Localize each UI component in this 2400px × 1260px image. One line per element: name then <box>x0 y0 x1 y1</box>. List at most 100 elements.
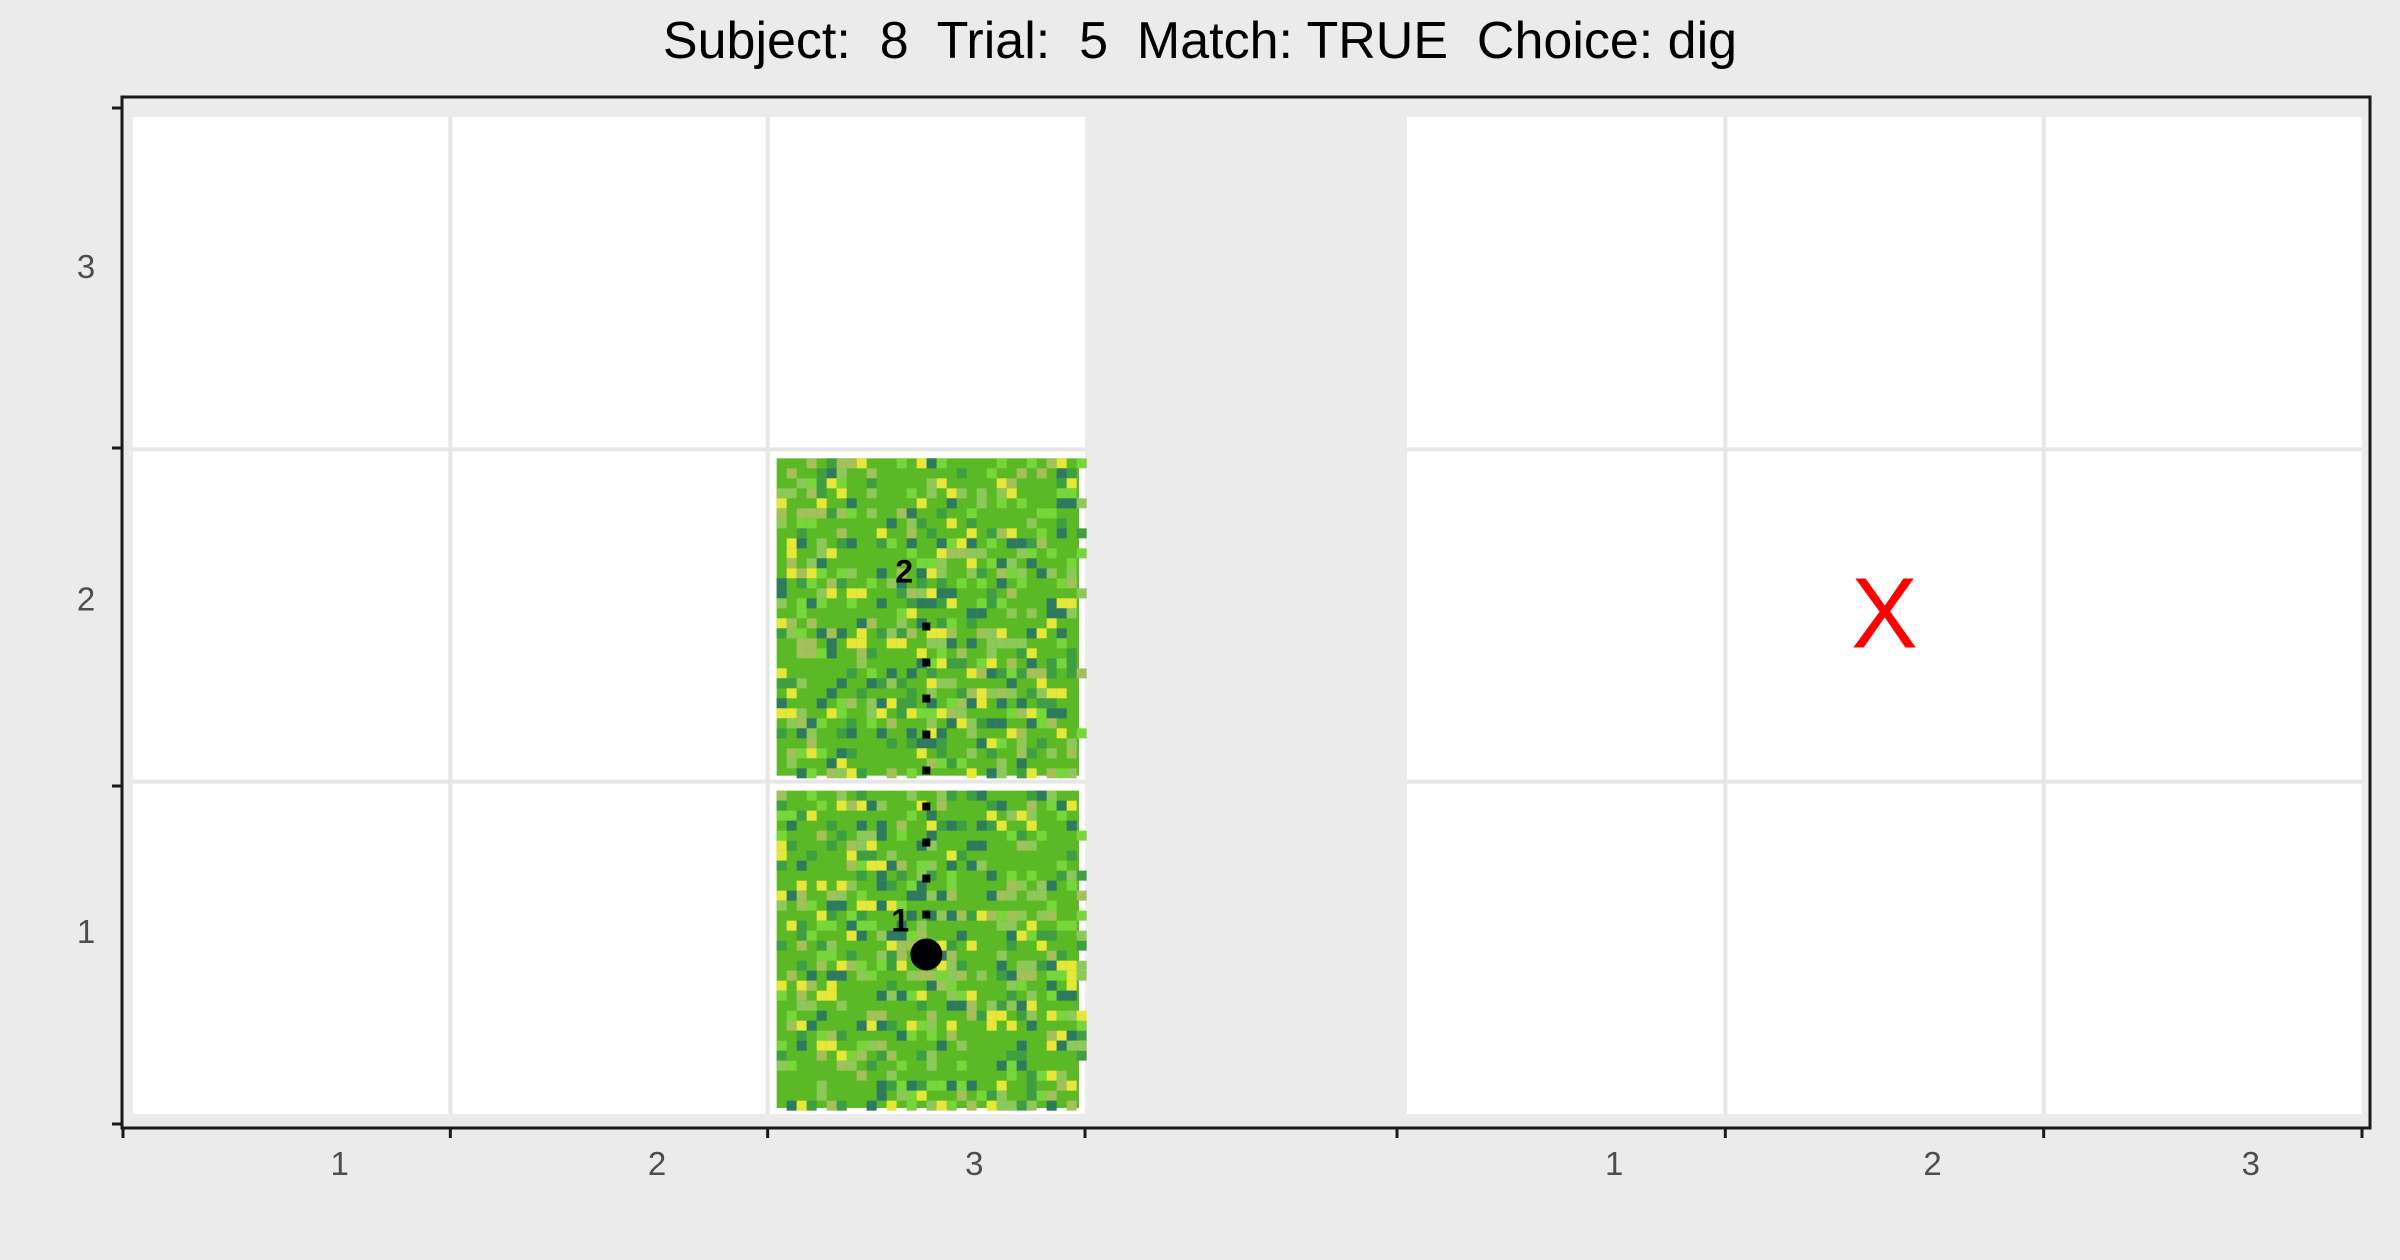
grass-cell <box>866 830 877 841</box>
grass-cell <box>1056 1040 1067 1051</box>
grass-cell <box>926 708 937 719</box>
grass-cell <box>966 548 977 559</box>
grass-cell <box>886 578 897 589</box>
grass-cell <box>836 478 847 489</box>
grass-cell <box>826 990 837 1001</box>
grass-cell <box>1076 870 1087 881</box>
grass-cell <box>1026 890 1037 901</box>
grass-cell <box>916 588 927 599</box>
grass-cell <box>836 790 847 801</box>
grass-cell <box>896 990 907 1001</box>
grass-cell <box>1016 758 1027 769</box>
grass-cell <box>1026 1080 1037 1091</box>
grass-cell <box>1026 990 1037 1001</box>
grass-cell <box>946 870 957 881</box>
grass-cell <box>1016 830 1027 841</box>
grass-cell <box>1006 810 1017 821</box>
grass-cell <box>796 538 807 549</box>
grass-cell <box>936 728 947 739</box>
grass-cell <box>1056 658 1067 669</box>
grass-cell <box>1056 608 1067 619</box>
grass-cell <box>926 830 937 841</box>
grass-cell <box>936 508 947 519</box>
grass-cell <box>926 628 937 639</box>
grass-cell <box>946 708 957 719</box>
x-tick-label: 2 <box>1923 1145 1941 1182</box>
grass-cell <box>1056 950 1067 961</box>
grass-cell <box>956 758 967 769</box>
grass-cell <box>906 538 917 549</box>
grass-cell <box>886 638 897 649</box>
grass-cell <box>836 698 847 709</box>
grass-cell <box>976 628 987 639</box>
grass-cell <box>826 468 837 479</box>
grass-cell <box>886 900 897 911</box>
grass-cell <box>996 458 1007 469</box>
grass-cell <box>826 548 837 559</box>
grass-cell <box>896 698 907 709</box>
grass-cell <box>916 920 927 931</box>
grass-cell <box>826 628 837 639</box>
grass-cell <box>1056 1030 1067 1041</box>
grass-cell <box>1026 458 1037 469</box>
grass-cell <box>1066 478 1077 489</box>
grass-cell <box>786 1060 797 1071</box>
grass-cell <box>976 488 987 499</box>
grass-cell <box>806 970 817 981</box>
grass-cell <box>886 718 897 729</box>
grass-cell <box>1076 1040 1087 1051</box>
grass-cell <box>776 598 787 609</box>
grass-cell <box>816 568 827 579</box>
grass-cell <box>956 1000 967 1011</box>
grass-cell <box>956 850 967 861</box>
grass-cell <box>986 598 997 609</box>
grass-cell <box>816 920 827 931</box>
grass-cell <box>1036 568 1047 579</box>
grass-cell <box>1076 458 1087 469</box>
grass-cell <box>1076 668 1087 679</box>
grass-cell <box>1006 1020 1017 1031</box>
grass-cell <box>906 548 917 559</box>
grass-cell <box>876 1050 887 1061</box>
grass-cell <box>946 538 957 549</box>
grass-cell <box>796 920 807 931</box>
grass-cell <box>1066 920 1077 931</box>
grass-cell <box>796 890 807 901</box>
grass-cell <box>946 1020 957 1031</box>
grass-cell <box>946 718 957 729</box>
grass-cell <box>816 950 827 961</box>
grass-cell <box>966 748 977 759</box>
grass-cell <box>1026 820 1037 831</box>
grass-cell <box>966 518 977 529</box>
grass-cell <box>1026 1100 1037 1111</box>
grass-cell <box>946 1100 957 1111</box>
grass-cell <box>886 1080 897 1091</box>
grass-cell <box>796 900 807 911</box>
grass-cell <box>1036 688 1047 699</box>
grass-cell <box>966 990 977 1001</box>
grass-cell <box>796 598 807 609</box>
grass-cell <box>856 1070 867 1081</box>
grass-cell <box>1066 738 1077 749</box>
grass-cell <box>916 498 927 509</box>
grass-cell <box>836 880 847 891</box>
grass-cell <box>926 728 937 739</box>
grass-cell <box>856 688 867 699</box>
grass-cell <box>1006 638 1017 649</box>
grass-cell <box>986 910 997 921</box>
grass-cell <box>1036 698 1047 709</box>
grass-cell <box>836 1050 847 1061</box>
grass-cell <box>906 990 917 1001</box>
grass-cell <box>966 568 977 579</box>
grass-cell <box>986 890 997 901</box>
grass-cell <box>866 860 877 871</box>
grass-cell <box>996 488 1007 499</box>
grass-cell <box>1006 870 1017 881</box>
grass-cell <box>936 458 947 469</box>
grass-cell <box>946 970 957 981</box>
grass-cell <box>1026 558 1037 569</box>
grass-cell <box>786 890 797 901</box>
chart-title: Subject: 8 Trial: 5 Match: TRUE Choice: … <box>663 12 1737 70</box>
grass-cell <box>1076 588 1087 599</box>
